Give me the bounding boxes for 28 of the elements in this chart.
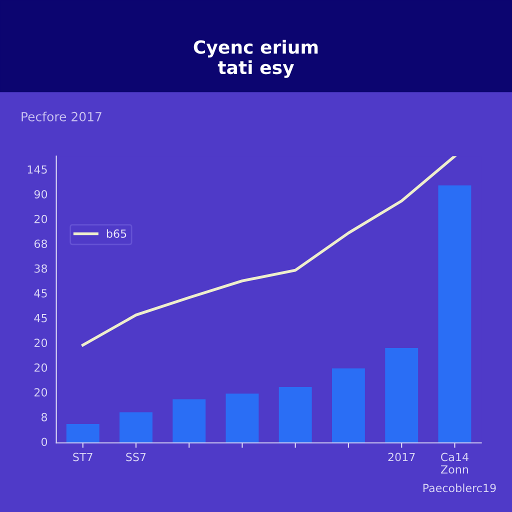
text: 145 [28,165,47,174]
text: Paecoblerc19 [423,484,496,492]
bar [120,412,152,443]
text: 20 [34,338,48,348]
bar [438,185,472,443]
text: 20 [34,214,48,224]
bar [172,399,206,443]
x-tick-label: Ca14 Zonn [440,452,468,474]
bar [332,368,365,443]
bar [278,386,312,443]
legend-label: b65 [106,229,126,238]
text: 20 [34,388,48,397]
text: 90 [34,190,48,198]
text: 38 [34,264,48,273]
bar [226,394,259,443]
bar [66,424,100,443]
x-tick-label: ST7 [73,452,92,462]
bar [385,348,418,443]
x-tick-label: SS7 [126,452,146,462]
chart-title: Cyenc erium tati esy [194,40,318,78]
text: 68 [34,240,48,248]
text: 20 [34,363,48,372]
text: 45 [34,314,47,322]
x-tick-label: 2017 [388,452,415,462]
text: 45 [34,289,47,298]
text: 0 [41,438,48,446]
text: 8 [42,412,48,422]
chart-subtitle: Pecfore 2017 [22,112,102,122]
